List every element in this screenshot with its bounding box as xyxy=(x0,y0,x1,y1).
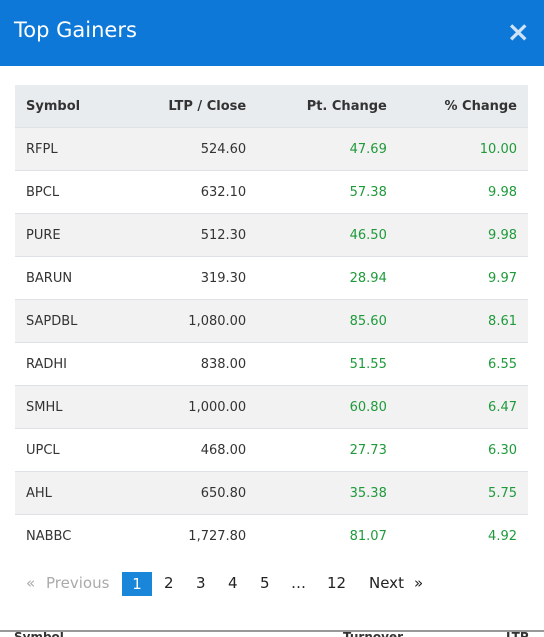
last-link[interactable]: » xyxy=(414,574,424,592)
gainers-table: Symbol LTP / Close Pt. Change% Change RFPL… xyxy=(15,85,528,557)
table-cell: RADHI xyxy=(15,342,120,386)
table-row: PURE 512.30 46.50 9.98 xyxy=(15,213,528,257)
table-cell: 1,727.80 xyxy=(119,514,258,557)
page-link[interactable]: 12 xyxy=(327,574,347,592)
next-link[interactable]: Next xyxy=(369,574,404,592)
table-cell: 81.07 xyxy=(257,514,398,557)
table-cell: 632.10 xyxy=(119,170,258,214)
page-link[interactable]: 3 xyxy=(196,574,206,592)
table-cell: SMHL xyxy=(15,385,120,429)
table-row: BPCL 632.10 57.38 9.98 xyxy=(15,170,528,214)
page-link[interactable]: 4 xyxy=(228,574,238,592)
background-header: Symbol xyxy=(14,630,64,637)
table-row: UPCL 468.00 27.73 6.30 xyxy=(15,428,528,472)
previous-link: Previous xyxy=(46,574,110,592)
table-cell: 9.98 xyxy=(397,170,528,214)
table-cell: 468.00 xyxy=(119,428,258,472)
header-row: Symbol LTP / Close Pt. Change% Change xyxy=(15,85,528,128)
table-cell: BPCL xyxy=(15,170,120,214)
background-table: Symbol Turnover LTP xyxy=(0,630,544,637)
table-row: RADHI 838.00 51.55 6.55 xyxy=(15,342,528,386)
table-cell: 5.75 xyxy=(397,471,528,515)
background-header: Turnover xyxy=(343,630,403,637)
table-cell: 51.55 xyxy=(257,342,398,386)
table-cell: UPCL xyxy=(15,428,120,472)
table-cell: 6.55 xyxy=(397,342,528,386)
table-cell: 6.30 xyxy=(397,428,528,472)
table-cell: 838.00 xyxy=(119,342,258,386)
table-cell: 650.80 xyxy=(119,471,258,515)
page-link[interactable]: 5 xyxy=(260,574,270,592)
table-cell: PURE xyxy=(15,213,120,257)
table-body: RFPL 524.60 47.69 10.00 BPCL 632.10 57.38 9.98 P… xyxy=(15,127,528,557)
modal-header: Top Gainers × xyxy=(0,0,544,66)
table-row: BARUN 319.30 28.94 9.97 xyxy=(15,256,528,300)
page-link[interactable]: 2 xyxy=(164,574,174,592)
table-cell: 9.98 xyxy=(397,213,528,257)
table-cell: 512.30 xyxy=(119,213,258,257)
table-cell: 35.38 xyxy=(257,471,398,515)
table-cell: 9.97 xyxy=(397,256,528,300)
close-button[interactable]: × xyxy=(506,15,530,48)
table-cell: RFPL xyxy=(15,127,120,171)
column-header: Symbol xyxy=(15,85,120,128)
table-cell: 6.47 xyxy=(397,385,528,429)
table-cell: 8.61 xyxy=(397,299,528,343)
pagination: « Previous 1 2 3 4 5 … 12 Next » xyxy=(0,570,544,598)
table-cell: AHL xyxy=(15,471,120,515)
modal-title: Top Gainers xyxy=(14,18,137,42)
table-row: AHL 650.80 35.38 5.75 xyxy=(15,471,528,515)
table-cell: 57.38 xyxy=(257,170,398,214)
column-header: LTP / Close xyxy=(119,85,258,128)
table-cell: 10.00 xyxy=(397,127,528,171)
page-link[interactable]: 1 xyxy=(122,572,152,596)
table-cell: 85.60 xyxy=(257,299,398,343)
page-link[interactable]: … xyxy=(291,574,306,592)
table-cell: 1,000.00 xyxy=(119,385,258,429)
table-cell: BARUN xyxy=(15,256,120,300)
table-cell: 524.60 xyxy=(119,127,258,171)
table-row: SMHL 1,000.00 60.80 6.47 xyxy=(15,385,528,429)
table-row: SAPDBL 1,080.00 85.60 8.61 xyxy=(15,299,528,343)
table-cell: 4.92 xyxy=(397,514,528,557)
table-cell: 319.30 xyxy=(119,256,258,300)
table-cell: 28.94 xyxy=(257,256,398,300)
table-cell: 1,080.00 xyxy=(119,299,258,343)
table-row: RFPL 524.60 47.69 10.00 xyxy=(15,127,528,171)
table-head: Symbol LTP / Close Pt. Change% Change xyxy=(15,85,528,128)
column-header: Pt. Change xyxy=(257,85,398,128)
table-cell: 60.80 xyxy=(257,385,398,429)
table-row: NABBC 1,727.80 81.07 4.92 xyxy=(15,514,528,557)
table-cell: SAPDBL xyxy=(15,299,120,343)
table-cell: 46.50 xyxy=(257,213,398,257)
table-cell: 47.69 xyxy=(257,127,398,171)
table-cell: NABBC xyxy=(15,514,120,557)
first-link: « xyxy=(26,574,36,592)
background-header: LTP xyxy=(506,630,529,637)
table-cell: 27.73 xyxy=(257,428,398,472)
column-header: % Change xyxy=(397,85,528,128)
